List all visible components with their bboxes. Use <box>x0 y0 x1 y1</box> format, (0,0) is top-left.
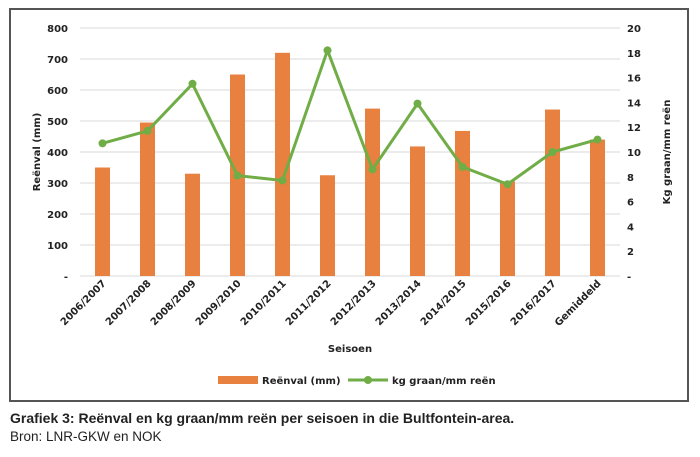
figure-source: Bron: LNR-GKW en NOK <box>10 429 162 444</box>
line-point <box>188 79 197 88</box>
y-tick-label: 200 <box>47 210 68 221</box>
x-tick-label: Gemiddeld <box>553 278 604 329</box>
x-tick-label: 2016/2017 <box>509 278 559 328</box>
legend-line-marker <box>364 376 372 384</box>
line-point <box>593 135 602 144</box>
bar <box>410 146 425 276</box>
line-point <box>503 180 512 189</box>
x-tick-label: 2007/2008 <box>104 278 154 328</box>
line-point <box>323 46 332 55</box>
x-axis-title: Seisoen <box>328 344 372 355</box>
legend-bar-swatch <box>218 376 258 384</box>
bar <box>185 173 200 276</box>
y2-tick-label: 10 <box>627 148 641 159</box>
legend-line-label: kg graan/mm reën <box>392 376 496 387</box>
y2-tick-label: - <box>627 272 631 283</box>
x-tick-label: 2010/2011 <box>239 278 289 328</box>
y2-axis-title: Kg graan/mm reën <box>662 100 673 205</box>
x-tick-label: 2011/2012 <box>284 278 334 328</box>
y-tick-label: 700 <box>47 55 68 66</box>
y-tick-label: 400 <box>47 148 68 159</box>
bar <box>365 108 380 276</box>
bar <box>455 130 470 276</box>
x-tick-label: 2013/2014 <box>374 278 424 328</box>
y2-tick-label: 20 <box>627 24 641 35</box>
y-tick-label: 600 <box>47 86 68 97</box>
y2-tick-label: 14 <box>627 98 641 109</box>
line-point <box>278 176 287 185</box>
y-tick-label: 300 <box>47 179 68 190</box>
bar <box>95 167 110 276</box>
y-tick-label: - <box>64 272 68 283</box>
line-point <box>458 162 467 171</box>
line-point <box>143 126 152 135</box>
series-line <box>102 45 598 186</box>
line-point <box>98 139 107 148</box>
bar <box>500 181 515 276</box>
x-tick-label: 2009/2010 <box>194 278 244 328</box>
bar <box>545 109 560 276</box>
y-axis-title: Reënval (mm) <box>32 113 43 192</box>
line-point <box>548 148 557 156</box>
chart-frame <box>9 8 689 402</box>
bar <box>320 175 335 276</box>
bar <box>140 122 155 276</box>
y-tick-label: 500 <box>47 117 68 128</box>
y2-tick-label: 2 <box>627 247 634 258</box>
line-point <box>413 99 422 108</box>
y2-tick-label: 12 <box>627 123 641 134</box>
x-tick-label: 2012/2013 <box>329 278 379 328</box>
x-tick-label: 2014/2015 <box>419 278 469 328</box>
y2-tick-label: 6 <box>627 198 634 209</box>
bar <box>590 139 605 276</box>
y-tick-label: 100 <box>47 241 68 252</box>
x-tick-label: 2006/2007 <box>59 278 109 328</box>
y-tick-label: 800 <box>47 24 68 35</box>
figure-caption: Grafiek 3: Reënval en kg graan/mm reën p… <box>10 410 515 426</box>
chart: - 100 200 300 400 500 600 700 800 - 2 4 6 8 10 12 14 16 18… <box>32 24 673 387</box>
line-point <box>368 165 377 174</box>
y2-tick-label: 4 <box>627 222 634 233</box>
x-tick-label: 2015/2016 <box>464 278 514 328</box>
bar <box>275 52 290 276</box>
y2-tick-label: 18 <box>627 49 641 60</box>
legend-bar-label: Reënval (mm) <box>262 376 341 387</box>
x-tick-label: 2008/2009 <box>149 278 199 328</box>
y2-tick-label: 16 <box>627 74 641 85</box>
line-point <box>233 171 242 180</box>
y2-tick-label: 8 <box>627 173 634 184</box>
